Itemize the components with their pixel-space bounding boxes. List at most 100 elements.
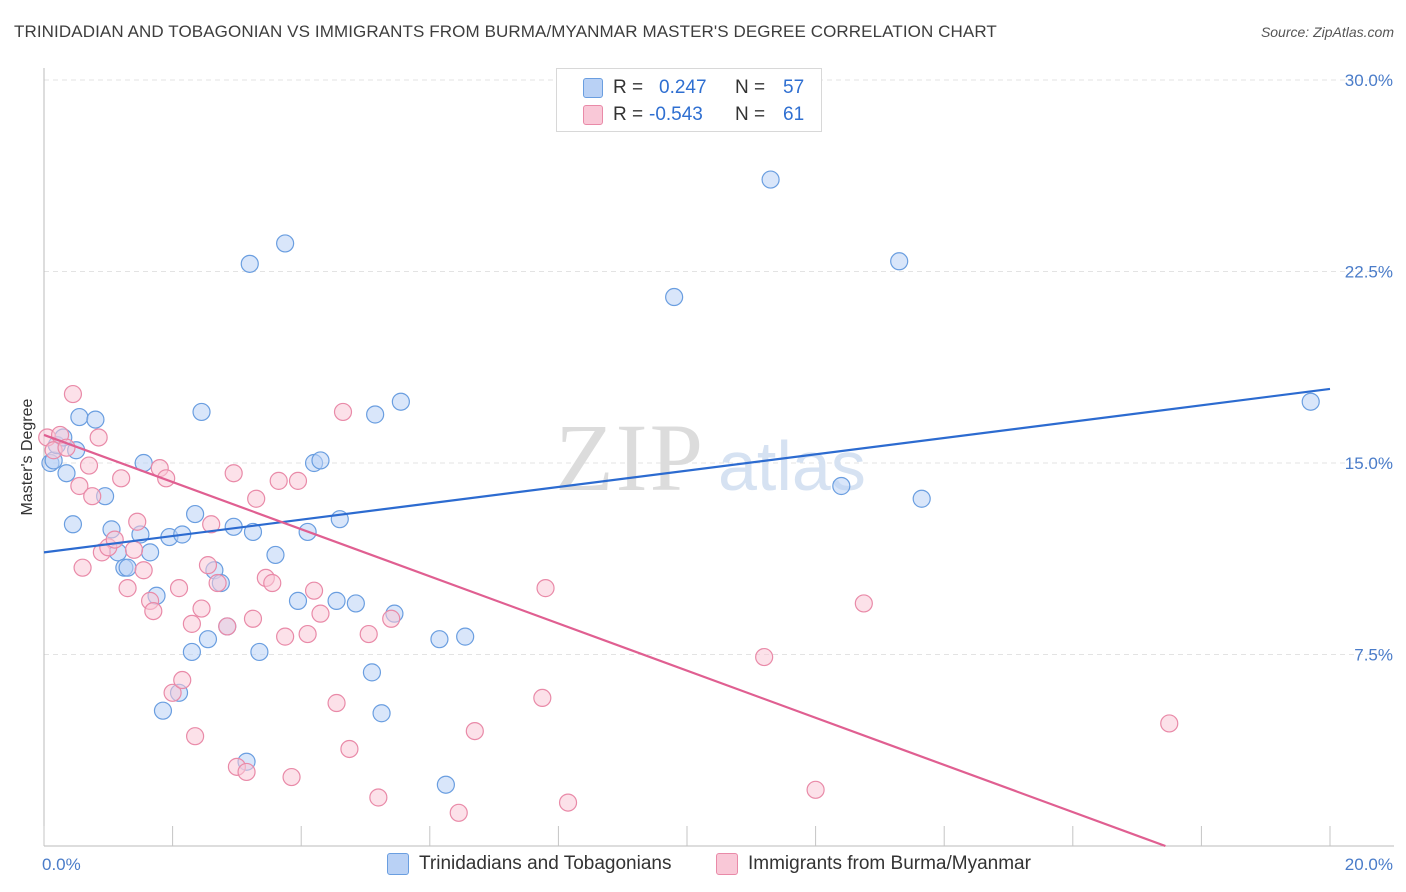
data-point	[105, 530, 124, 549]
y-axis-label: Master's Degree	[19, 398, 36, 515]
data-point	[144, 601, 163, 621]
data-point	[153, 701, 173, 720]
y-tick-label: 7.5%	[1354, 646, 1393, 665]
data-point	[456, 627, 475, 646]
watermark-zip: ZIP	[555, 404, 705, 511]
data-point	[263, 573, 282, 593]
trend-lines	[43, 387, 1331, 848]
data-point	[169, 579, 189, 598]
legend-swatch-pink	[583, 105, 603, 125]
data-point	[665, 287, 684, 307]
data-point	[163, 683, 182, 702]
data-point	[890, 252, 909, 271]
data-point	[1160, 714, 1179, 733]
data-point	[832, 476, 851, 496]
data-point	[340, 739, 359, 759]
data-point	[298, 624, 317, 644]
data-point	[761, 170, 780, 189]
gridlines	[44, 79, 1394, 655]
chart-title: TRINIDADIAN AND TOBAGONIAN VS IMMIGRANTS…	[14, 22, 997, 41]
data-point	[182, 614, 201, 633]
data-point	[533, 688, 552, 708]
legend-n-label: N =	[735, 104, 766, 125]
legend-r-value: 0.247	[659, 77, 707, 98]
data-point	[124, 540, 144, 559]
data-point	[208, 573, 227, 593]
data-point	[806, 780, 825, 799]
data-point	[198, 630, 218, 649]
data-point	[83, 487, 102, 506]
tick-labels: 7.5% 15.0% 22.5% 30.0% 0.0% 20.0%	[42, 71, 1393, 874]
data-point	[240, 254, 259, 273]
data-point	[247, 489, 266, 508]
data-point	[536, 579, 555, 598]
data-point	[362, 663, 382, 682]
data-point	[311, 451, 330, 470]
data-point	[558, 793, 578, 812]
data-point	[391, 392, 410, 411]
x-tick-label: 0.0%	[42, 855, 81, 874]
data-point	[79, 456, 99, 475]
data-point	[266, 545, 285, 565]
data-point	[288, 591, 308, 610]
bottom-legend-swatch-pink	[716, 853, 738, 875]
data-point	[192, 402, 211, 422]
data-point	[186, 504, 205, 524]
data-point	[243, 609, 263, 628]
data-point	[118, 558, 137, 577]
data-point	[359, 624, 378, 644]
y-tick-label: 30.0%	[1345, 71, 1393, 90]
data-point	[1301, 392, 1320, 411]
data-point	[70, 476, 89, 496]
trend-line-burma	[43, 433, 1166, 848]
legend-r-label: R =	[613, 104, 644, 125]
data-point	[854, 594, 873, 613]
data-point	[157, 469, 176, 488]
data-point	[288, 471, 308, 490]
data-point	[186, 727, 205, 746]
data-point	[237, 762, 256, 782]
legend-r-label: R =	[613, 77, 644, 98]
source-note: Source: ZipAtlas.com	[1260, 24, 1394, 40]
data-point	[436, 775, 455, 794]
stats-legend: R = 0.247 N = 57 R = -0.543 N = 61	[556, 68, 822, 132]
data-point	[250, 642, 269, 662]
data-point	[89, 428, 108, 447]
legend-n-label: N =	[735, 77, 766, 98]
bottom-legend-label-series2: Immigrants from Burma/Myanmar	[748, 853, 1031, 874]
x-tick-label: 20.0%	[1345, 855, 1393, 874]
data-point	[755, 647, 774, 667]
data-point	[276, 234, 295, 253]
data-point	[73, 558, 92, 577]
bottom-legend-label-series1: Trinidadians and Tobagonians	[419, 853, 672, 874]
data-point	[118, 579, 137, 598]
data-point	[430, 630, 449, 649]
data-point	[269, 471, 288, 490]
data-point	[57, 438, 76, 457]
data-point	[192, 599, 211, 618]
data-point	[182, 642, 201, 662]
data-point	[346, 594, 365, 613]
data-point	[372, 704, 391, 723]
data-point	[382, 609, 401, 628]
data-point	[366, 405, 385, 424]
data-point	[218, 617, 237, 636]
data-point	[128, 512, 147, 531]
data-point	[86, 410, 105, 429]
data-point	[224, 464, 243, 483]
bottom-legend-swatch-blue	[387, 853, 409, 875]
data-point	[912, 489, 931, 508]
data-point	[57, 464, 76, 483]
data-point	[282, 767, 301, 787]
data-point	[63, 384, 83, 404]
data-point	[333, 402, 353, 422]
data-point	[369, 788, 388, 807]
data-point	[112, 469, 131, 488]
data-point	[173, 670, 192, 690]
data-point	[311, 604, 330, 623]
data-point	[327, 591, 346, 610]
y-tick-label: 22.5%	[1345, 263, 1393, 282]
data-point	[465, 721, 484, 741]
data-point	[304, 581, 324, 600]
